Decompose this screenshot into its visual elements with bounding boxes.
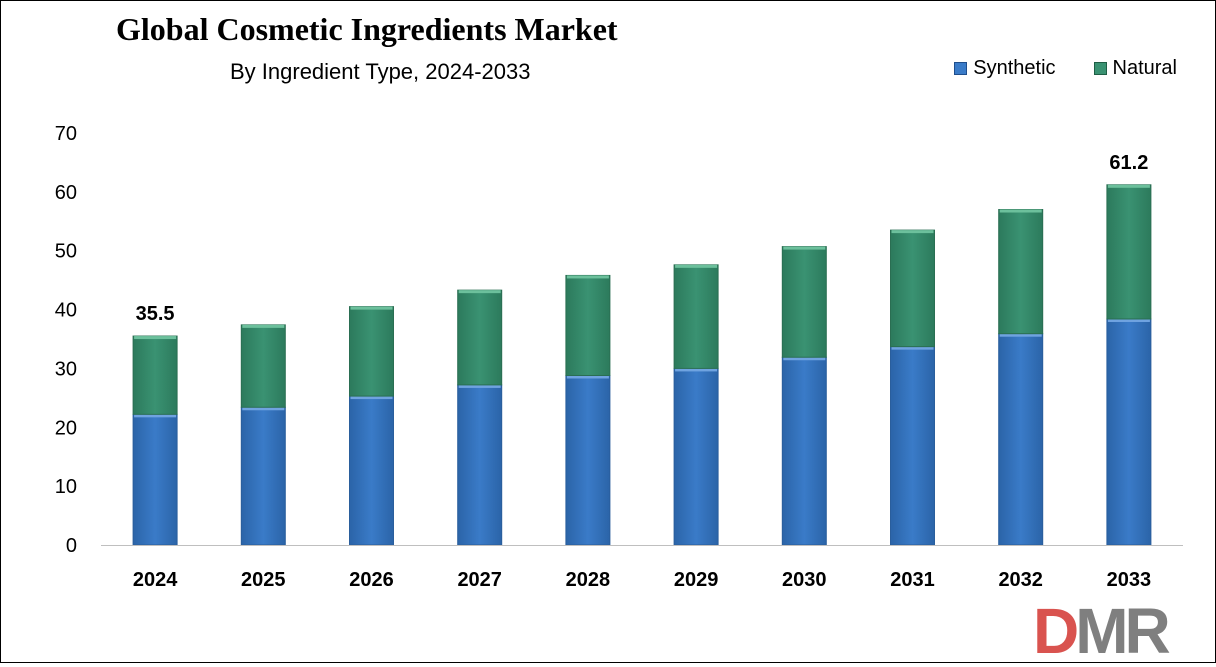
logo-letter-r: R bbox=[1124, 595, 1171, 667]
x-tick-label: 2027 bbox=[457, 569, 502, 591]
bar-cap-synthetic-2028 bbox=[566, 375, 609, 379]
bar-cap-natural-2027 bbox=[458, 290, 501, 294]
bar-synthetic-2027 bbox=[457, 384, 503, 546]
bar-cap-synthetic-2024 bbox=[134, 414, 177, 418]
bar-cap-natural-2029 bbox=[675, 264, 718, 268]
y-tick-label: 70 bbox=[55, 123, 77, 145]
bar-synthetic-2033 bbox=[1106, 318, 1152, 546]
x-tick-label: 2024 bbox=[133, 569, 178, 591]
x-axis: 2024 2025 2026 2027 2028 2029 2030 2031 2032 2033 bbox=[133, 569, 1151, 591]
bar-natural-2033 bbox=[1106, 184, 1152, 320]
legend-item-synthetic: Synthetic bbox=[954, 57, 1056, 80]
bar-cap-synthetic-2033 bbox=[1107, 318, 1150, 322]
y-tick-label: 10 bbox=[55, 476, 77, 498]
bar-cap-natural-2032 bbox=[999, 209, 1042, 213]
y-axis: 0 10 20 30 40 50 60 70 bbox=[55, 123, 77, 557]
y-tick-label: 50 bbox=[55, 241, 77, 263]
bar-synthetic-2028 bbox=[565, 374, 611, 546]
bar-cap-synthetic-2030 bbox=[783, 357, 826, 361]
bar-synthetic-2029 bbox=[673, 367, 719, 546]
bar-cap-natural-2031 bbox=[891, 230, 934, 234]
bar-natural-2031 bbox=[890, 229, 935, 348]
bar-synthetic-2025 bbox=[240, 406, 286, 546]
logo-letter-m: M bbox=[1075, 595, 1128, 667]
x-tick-label: 2031 bbox=[890, 569, 935, 591]
legend-label-synthetic: Synthetic bbox=[973, 57, 1056, 79]
legend-swatch-synthetic bbox=[954, 62, 968, 75]
total-label-2033: 61.2 bbox=[1109, 152, 1148, 174]
bar-cap-natural-2033 bbox=[1107, 184, 1150, 188]
bar-natural-2025 bbox=[240, 324, 286, 408]
legend-label-natural: Natural bbox=[1112, 57, 1177, 79]
bar-cap-natural-2028 bbox=[566, 275, 609, 279]
bar-natural-2030 bbox=[781, 246, 827, 358]
legend-item-natural: Natural bbox=[1093, 57, 1177, 80]
bar-cap-synthetic-2026 bbox=[350, 396, 393, 400]
chart-legend: Synthetic Natural bbox=[954, 57, 1177, 80]
x-tick-label: 2026 bbox=[349, 569, 394, 591]
y-tick-label: 30 bbox=[55, 358, 77, 380]
x-tick-label: 2033 bbox=[1107, 569, 1152, 591]
bar-cap-natural-2026 bbox=[350, 306, 393, 310]
bar-cap-synthetic-2029 bbox=[675, 368, 718, 372]
dmr-logo: DMR bbox=[1033, 599, 1171, 663]
bar-cap-natural-2024 bbox=[134, 336, 177, 340]
bar-cap-natural-2030 bbox=[783, 246, 826, 250]
x-tick-label: 2025 bbox=[241, 569, 286, 591]
x-tick-label: 2029 bbox=[674, 569, 719, 591]
x-tick-label: 2030 bbox=[782, 569, 827, 591]
y-tick-label: 0 bbox=[66, 535, 77, 557]
bar-cap-synthetic-2031 bbox=[891, 346, 934, 350]
bar-cap-synthetic-2032 bbox=[999, 333, 1042, 337]
bar-natural-2024 bbox=[132, 335, 178, 415]
bar-cap-natural-2025 bbox=[242, 324, 285, 328]
x-tick-label: 2028 bbox=[566, 569, 611, 591]
total-label-2024: 35.5 bbox=[136, 303, 175, 325]
logo-letter-d: D bbox=[1033, 595, 1079, 667]
bar-synthetic-2024 bbox=[132, 413, 178, 546]
x-tick-label: 2032 bbox=[998, 569, 1043, 591]
bar-natural-2032 bbox=[998, 209, 1044, 335]
bar-synthetic-2026 bbox=[349, 395, 394, 546]
bar-natural-2028 bbox=[565, 274, 611, 376]
bar-natural-2026 bbox=[349, 306, 394, 397]
bar-synthetic-2030 bbox=[781, 356, 827, 546]
y-tick-label: 60 bbox=[55, 182, 77, 204]
legend-swatch-natural bbox=[1093, 62, 1107, 75]
bar-cap-synthetic-2025 bbox=[242, 407, 285, 411]
bar-natural-2029 bbox=[673, 264, 719, 369]
bar-cap-synthetic-2027 bbox=[458, 384, 501, 388]
bar-natural-2027 bbox=[457, 289, 503, 386]
total-labels: 35.5 61.2 bbox=[136, 152, 1149, 325]
bar-synthetic-2032 bbox=[998, 333, 1044, 546]
y-tick-label: 20 bbox=[55, 417, 77, 439]
chart-subtitle: By Ingredient Type, 2024-2033 bbox=[230, 59, 531, 84]
bar-synthetic-2031 bbox=[890, 346, 935, 546]
bars-group bbox=[132, 184, 1152, 546]
y-tick-label: 40 bbox=[55, 300, 77, 322]
chart-title: Global Cosmetic Ingredients Market bbox=[116, 11, 618, 47]
